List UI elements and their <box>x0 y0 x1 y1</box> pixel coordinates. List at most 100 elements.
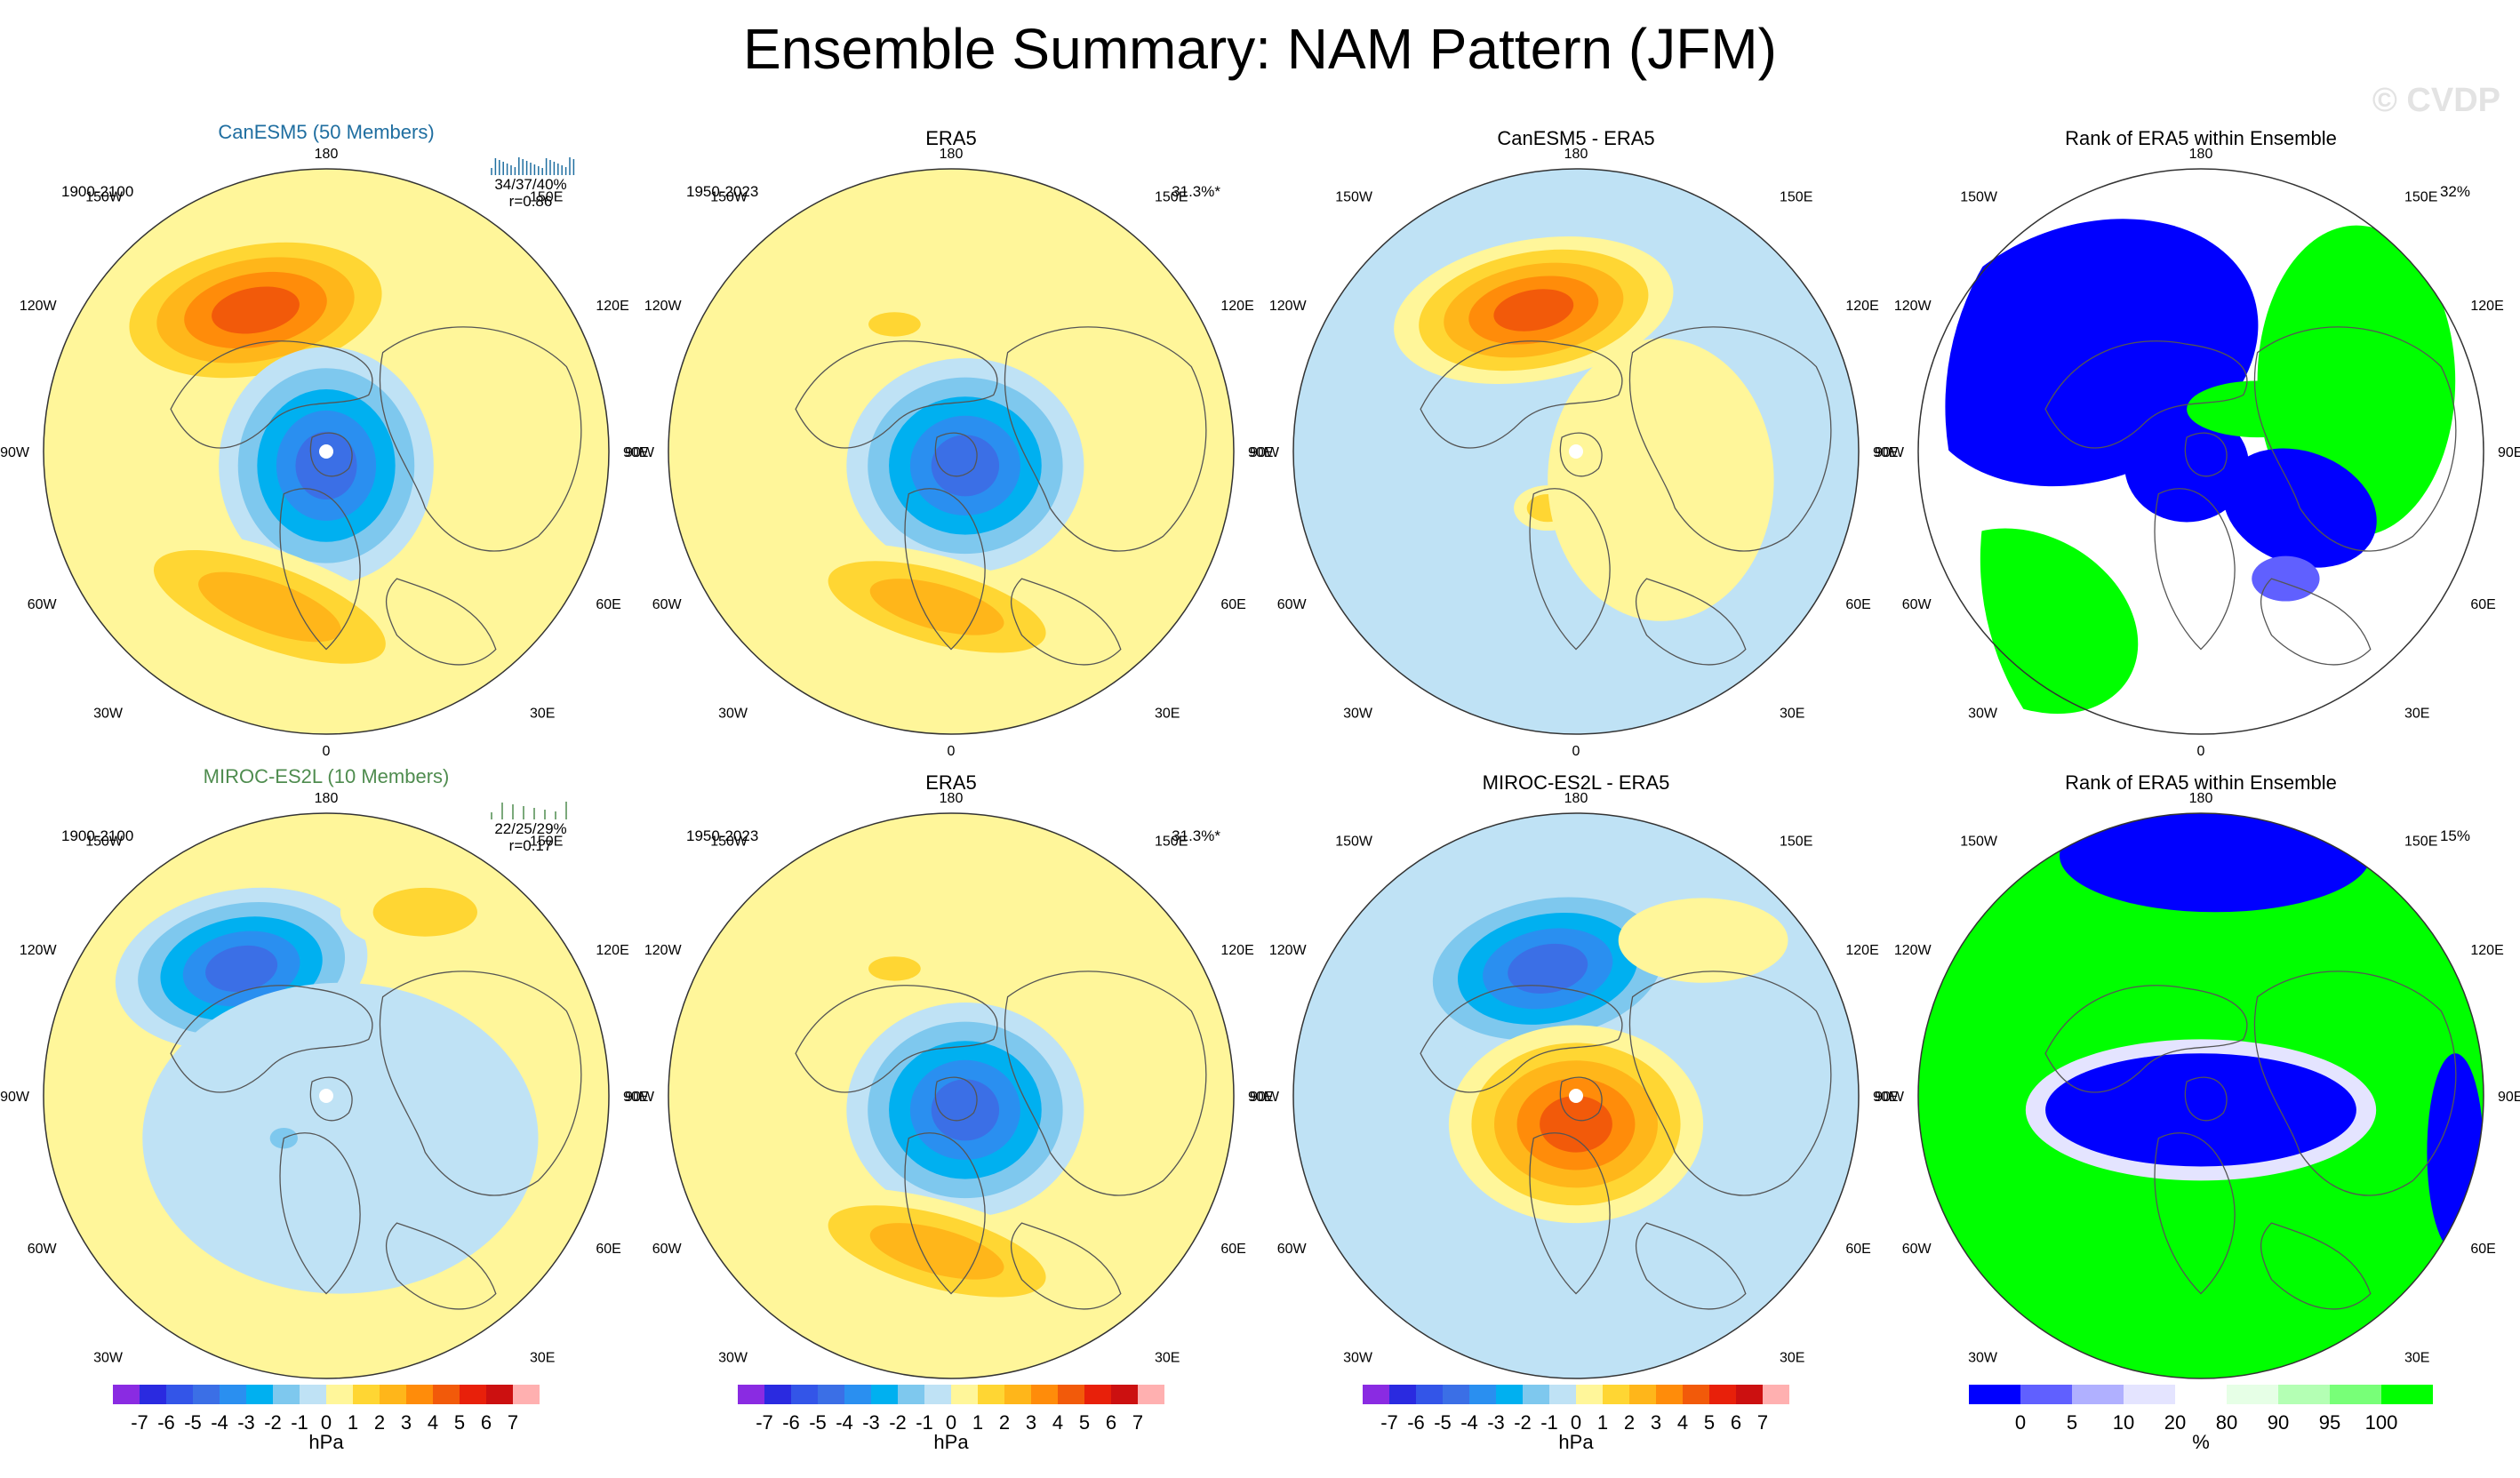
pacific-low-level-5 <box>1508 943 1588 994</box>
longitude-label: 60E <box>1220 1242 1245 1257</box>
colorbar-swatch <box>113 1385 140 1404</box>
map-border <box>1292 812 1860 1379</box>
map-border <box>1917 812 2484 1379</box>
longitude-label: 120W <box>20 299 58 314</box>
colorbar-tick: 80 <box>2216 1411 2237 1434</box>
longitude-label: 180 <box>940 147 964 162</box>
colorbar-tick: 20 <box>2164 1411 2186 1434</box>
longitude-label: 150E <box>2404 190 2437 205</box>
longitude-label: 150E <box>1780 190 1812 205</box>
coastline <box>2253 326 2457 552</box>
map-border <box>1917 168 2484 735</box>
longitude-label: 30W <box>1968 1350 1998 1365</box>
colorbar-swatch <box>738 1385 764 1404</box>
colorbar-rank: 0 5 10 20 80 90 95 100% <box>1969 1385 2433 1453</box>
colorbar-tick: 10 <box>2113 1411 2134 1434</box>
colorbar-swatch <box>898 1385 924 1404</box>
longitude-label: 150E <box>1155 190 1188 205</box>
longitude-label: 150W <box>1335 190 1373 205</box>
colorbar-swatch <box>924 1385 951 1404</box>
coastline <box>386 578 497 666</box>
pattern-correlation: r=0.17 <box>509 837 553 854</box>
coastline <box>309 1076 353 1122</box>
longitude-label: 0 <box>2197 744 2205 759</box>
coastline <box>2184 432 2228 477</box>
longitude-label: 120E <box>1220 943 1253 958</box>
longitude-label: 120E <box>2470 943 2503 958</box>
coastline <box>1011 578 1122 666</box>
coastline <box>2044 985 2248 1093</box>
longitude-label: 120W <box>1269 299 1308 314</box>
coastline <box>1420 340 1623 449</box>
colorbar-tick: -4 <box>1460 1411 1478 1434</box>
colorbar-tick: -4 <box>211 1411 228 1434</box>
coastline <box>2260 1222 2372 1310</box>
colorbar-swatch <box>433 1385 460 1404</box>
panel-title: CanESM5 - ERA5 <box>1497 127 1654 149</box>
longitude-label: 30E <box>530 706 555 721</box>
longitude-label: 30E <box>1780 706 1804 721</box>
longitude-label: 30W <box>93 706 124 721</box>
longitude-label: 90W <box>625 1090 655 1105</box>
colorbar-tick: 1 <box>348 1411 358 1434</box>
longitude-label: 120E <box>1845 943 1878 958</box>
longitude-label: 60W <box>28 597 58 612</box>
colorbar-swatch <box>871 1385 898 1404</box>
longitude-label: 150E <box>1780 835 1812 850</box>
colorbar-swatch <box>764 1385 791 1404</box>
pacific-high-level-2 <box>868 956 921 981</box>
longitude-label: 180 <box>940 791 964 806</box>
variance-label: 31.3%* <box>1172 827 1220 844</box>
coastline <box>904 1132 986 1295</box>
arctic-low-level-5 <box>931 435 1000 497</box>
colorbar-tick: 0 <box>946 1411 956 1434</box>
longitude-label: 90W <box>1250 1090 1280 1105</box>
ensemble-stats: 34/37/40% <box>494 176 566 193</box>
atlantic-high-level-3 <box>198 571 341 643</box>
pacific-high-level-2 <box>868 312 921 337</box>
colorbar-swatch <box>1416 1385 1443 1404</box>
pole-marker <box>319 444 333 459</box>
coastline <box>309 432 353 477</box>
colorbar-unit: % <box>2192 1431 2210 1453</box>
pacific-high-level-2 <box>372 887 478 937</box>
colorbar-swatch <box>2227 1385 2278 1404</box>
pole-marker <box>1569 444 1583 459</box>
atlantic-high-level-3 <box>869 579 1004 635</box>
longitude-label: 120E <box>596 943 628 958</box>
colorbar-tick: -7 <box>756 1411 773 1434</box>
map-border <box>668 168 1235 735</box>
panel-title: MIROC-ES2L (10 Members) <box>204 765 450 787</box>
colorbar-tick: 2 <box>374 1411 385 1434</box>
longitude-label: 60W <box>652 1242 683 1257</box>
colorbar-swatch <box>326 1385 353 1404</box>
colorbar-tick: -3 <box>862 1411 880 1434</box>
longitude-label: 60W <box>1277 1242 1308 1257</box>
coastline <box>904 488 986 651</box>
longitude-label: 30E <box>2404 1350 2429 1365</box>
longitude-label: 90E <box>623 445 648 460</box>
colorbar-swatch <box>2381 1385 2433 1404</box>
colorbar-tick: 5 <box>454 1411 465 1434</box>
coastline <box>2260 578 2372 666</box>
coastline <box>1628 971 1832 1196</box>
colorbar-tick: -5 <box>184 1411 202 1434</box>
colorbar-swatch <box>818 1385 844 1404</box>
longitude-label: 150W <box>85 190 124 205</box>
pole-marker <box>1569 1089 1583 1103</box>
colorbar-tick: -2 <box>264 1411 282 1434</box>
colorbar-tick: 0 <box>1571 1411 1581 1434</box>
colorbar-tick: 95 <box>2319 1411 2340 1434</box>
longitude-label: 150W <box>1960 190 1998 205</box>
colorbar-swatch <box>1058 1385 1084 1404</box>
variance-label: 31.3%* <box>1172 183 1220 200</box>
coastline <box>279 1132 361 1295</box>
colorbar-tick: 6 <box>1731 1411 1741 1434</box>
longitude-label: 150E <box>530 835 563 850</box>
longitude-label: 180 <box>1564 791 1588 806</box>
pole-marker <box>319 1089 333 1103</box>
colorbar-swatch <box>978 1385 1004 1404</box>
